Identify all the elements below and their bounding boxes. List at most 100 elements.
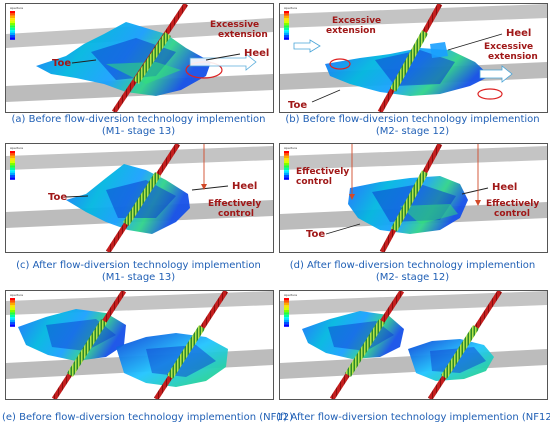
legend-swatch bbox=[284, 175, 289, 178]
legend-swatch bbox=[284, 32, 289, 35]
aperture-legend: Aperture bbox=[284, 293, 297, 327]
legend-swatch bbox=[10, 177, 15, 180]
legend-swatch bbox=[284, 319, 289, 322]
formation-layer-upper bbox=[6, 146, 273, 170]
legend-swatch bbox=[284, 153, 289, 156]
legend-swatch bbox=[284, 312, 289, 315]
caption-d-line1: (d) After flow-diversion technology impl… bbox=[289, 260, 536, 271]
legend-swatch bbox=[10, 20, 15, 23]
formation-layer-upper bbox=[280, 4, 547, 28]
annotation-control-right: control bbox=[494, 209, 530, 219]
extension-direction-arrow-left bbox=[293, 39, 321, 53]
legend-title: Aperture bbox=[284, 6, 297, 10]
perforation-zone bbox=[390, 170, 429, 232]
legend-swatch bbox=[284, 11, 289, 14]
annotation-toe: Toe bbox=[48, 192, 67, 203]
annotation-excessive-right: Excessive bbox=[484, 42, 533, 52]
perforation-zone-1 bbox=[67, 319, 107, 377]
legend-title: Aperture bbox=[10, 6, 23, 10]
legend-swatch bbox=[284, 172, 289, 175]
legend-swatch bbox=[284, 155, 289, 159]
extension-direction-arrow-right bbox=[479, 65, 513, 83]
toe-pointer bbox=[325, 223, 361, 235]
legend-swatch bbox=[284, 160, 289, 163]
legend-swatch bbox=[284, 177, 289, 180]
panel-a: Aperture Excessive extension Heel Toe bbox=[5, 3, 274, 113]
caption-c-line1: (c) After flow-diversion technology impl… bbox=[16, 260, 261, 271]
legend-swatch bbox=[10, 153, 15, 156]
excessive-extension-ellipse-right bbox=[477, 88, 503, 100]
legend-swatch bbox=[284, 20, 289, 23]
toe-pointer bbox=[311, 89, 341, 103]
toe-pointer bbox=[65, 195, 89, 198]
legend-swatch bbox=[284, 302, 289, 306]
perforation-zone-1 bbox=[345, 319, 385, 377]
legend-title: Aperture bbox=[284, 293, 297, 297]
legend-swatch bbox=[284, 30, 289, 33]
caption-a-line1: (a) Before flow-diversion technology imp… bbox=[11, 114, 266, 125]
annotation-effectively-right: Effectively bbox=[486, 199, 539, 209]
aperture-legend: Aperture bbox=[284, 6, 297, 40]
perforation-zone-2 bbox=[441, 325, 479, 379]
legend-swatch bbox=[284, 322, 289, 325]
legend-swatch bbox=[284, 170, 289, 173]
legend-swatch bbox=[10, 37, 15, 40]
legend-swatch bbox=[10, 307, 15, 310]
heel-pointer bbox=[447, 33, 503, 51]
panel-f-figure: Aperture bbox=[280, 291, 547, 399]
fracture-core bbox=[375, 50, 455, 86]
caption-a-line2: (M1- stage 13) bbox=[101, 125, 176, 137]
annotation-heel: Heel bbox=[244, 48, 269, 59]
annotation-heel: Heel bbox=[492, 182, 517, 193]
aperture-legend: Aperture bbox=[10, 6, 23, 40]
annotation-toe: Toe bbox=[306, 229, 325, 240]
heel-pointer bbox=[461, 187, 489, 195]
panel-b-figure: Aperture Excessive extension Excessive e… bbox=[280, 4, 547, 112]
legend-swatch bbox=[284, 18, 289, 21]
toe-pointer bbox=[71, 59, 97, 64]
annotation-extension-right: extension bbox=[488, 52, 538, 62]
annotation-heel: Heel bbox=[506, 28, 531, 39]
annotation-control-left: control bbox=[296, 177, 332, 187]
legend-swatch bbox=[284, 305, 289, 308]
legend-swatch bbox=[284, 310, 289, 313]
annotation-extension-left: extension bbox=[326, 26, 376, 36]
panel-e: Aperture bbox=[5, 290, 274, 400]
formation-layer-upper bbox=[280, 291, 547, 315]
connector-arrowhead bbox=[201, 184, 207, 190]
annotation-heel: Heel bbox=[232, 181, 257, 192]
legend-swatch bbox=[10, 11, 15, 14]
caption-b-line1: (b) Before flow-diversion technology imp… bbox=[285, 114, 540, 125]
aperture-legend: Aperture bbox=[10, 146, 23, 180]
heel-pointer bbox=[205, 53, 241, 61]
connector-arrowhead-left bbox=[349, 194, 355, 200]
legend-swatch bbox=[284, 13, 289, 16]
caption-d: (d) After flow-diversion technology impl… bbox=[276, 260, 549, 283]
annotation-toe: Toe bbox=[288, 100, 307, 111]
legend-swatch bbox=[10, 13, 15, 16]
extension-direction-arrow bbox=[189, 53, 257, 71]
legend-colorbar bbox=[284, 151, 289, 180]
legend-swatch bbox=[10, 322, 15, 325]
panel-f: Aperture bbox=[279, 290, 548, 400]
annotation-excessive-left: Excessive bbox=[332, 16, 381, 26]
legend-swatch bbox=[10, 35, 15, 38]
legend-swatch bbox=[10, 151, 15, 154]
legend-swatch bbox=[10, 300, 15, 303]
legend-swatch bbox=[284, 27, 289, 31]
legend-swatch bbox=[284, 163, 289, 166]
panel-d: Aperture Effectively control Heel Effect… bbox=[279, 143, 548, 253]
legend-swatch bbox=[284, 300, 289, 303]
aperture-legend: Aperture bbox=[284, 146, 297, 180]
annotation-effectively: Effectively bbox=[208, 199, 261, 209]
annotation-effectively-left: Effectively bbox=[296, 167, 349, 177]
perforation-zone bbox=[133, 32, 171, 84]
caption-e: (e) Before flow-diversion technology imp… bbox=[2, 412, 293, 424]
legend-swatch bbox=[284, 324, 289, 327]
legend-swatch bbox=[10, 312, 15, 315]
legend-swatch bbox=[10, 175, 15, 178]
legend-colorbar bbox=[10, 298, 15, 327]
perforation-zone bbox=[123, 172, 161, 226]
legend-swatch bbox=[284, 314, 289, 318]
legend-title: Aperture bbox=[10, 146, 23, 150]
